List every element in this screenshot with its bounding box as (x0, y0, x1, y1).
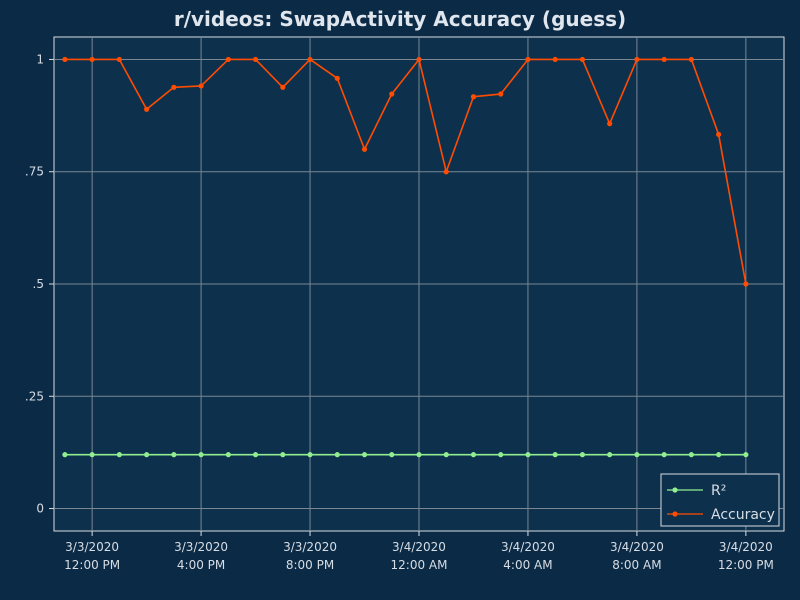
data-point-accuracy (62, 56, 68, 63)
data-point-r2 (144, 452, 150, 458)
y-tick-label: 0 (36, 502, 44, 516)
x-tick-date: 3/4/2020 (610, 540, 664, 554)
data-point-r2 (443, 452, 449, 458)
data-point-r2 (552, 452, 558, 458)
y-tick-label: 1 (36, 52, 44, 66)
data-point-r2 (634, 452, 640, 458)
data-point-accuracy (361, 146, 368, 152)
data-point-accuracy (743, 281, 749, 287)
data-point-accuracy (280, 84, 286, 90)
data-point-r2 (579, 452, 586, 458)
x-tick-time: 8:00 AM (612, 558, 661, 572)
grid (54, 37, 784, 531)
data-point-r2 (470, 452, 477, 458)
x-tick-time: 12:00 AM (391, 558, 448, 572)
data-point-r2 (716, 452, 722, 458)
data-point-r2 (252, 452, 259, 458)
data-point-r2 (498, 452, 504, 458)
data-point-r2 (525, 452, 531, 458)
data-point-accuracy (252, 56, 259, 63)
data-point-accuracy (498, 91, 504, 97)
data-point-r2 (198, 452, 204, 458)
data-point-accuracy (198, 83, 204, 89)
data-point-accuracy (525, 56, 531, 63)
legend-box (660, 473, 780, 527)
data-point-accuracy (171, 84, 177, 90)
data-point-r2 (280, 452, 286, 458)
data-point-accuracy (552, 56, 558, 63)
series-line-accuracy (64, 58, 747, 285)
data-point-accuracy (144, 106, 150, 112)
data-point-r2 (416, 452, 422, 458)
data-point-accuracy (579, 56, 586, 63)
data-point-r2 (661, 452, 667, 458)
data-point-accuracy (661, 56, 667, 63)
series (62, 56, 749, 458)
data-point-r2 (62, 452, 68, 458)
data-point-r2 (225, 452, 231, 458)
data-point-r2 (607, 452, 613, 458)
data-point-accuracy (225, 56, 231, 63)
x-tick-time: 4:00 PM (177, 558, 225, 572)
data-point-r2 (116, 452, 122, 458)
data-point-accuracy (716, 131, 722, 138)
data-point-accuracy (634, 56, 640, 63)
data-point-accuracy (470, 94, 477, 100)
data-point-r2 (688, 452, 694, 458)
axes: 0 .25 .5 .75 1 3/3/2020 12:00 PM 3/3/2020 4:00 P… (25, 52, 774, 572)
data-point-r2 (361, 452, 368, 458)
x-tick-date: 3/3/2020 (283, 540, 337, 554)
data-point-accuracy (389, 91, 395, 97)
legend-label-r2: R² (711, 483, 726, 499)
data-point-r2 (389, 452, 395, 458)
data-point-accuracy (334, 75, 340, 81)
data-point-accuracy (443, 169, 449, 175)
legend-marker-accuracy (672, 511, 678, 517)
data-point-r2 (334, 452, 340, 458)
data-point-r2 (743, 452, 749, 458)
x-tick-date: 3/4/2020 (501, 540, 555, 554)
data-point-accuracy (688, 56, 694, 63)
data-point-accuracy (307, 56, 313, 63)
data-point-accuracy (116, 56, 122, 63)
legend-label-accuracy: Accuracy (711, 507, 775, 523)
data-point-r2 (171, 452, 177, 458)
data-point-r2 (307, 452, 313, 458)
legend-marker-r2 (672, 487, 678, 493)
x-tick-time: 12:00 PM (718, 558, 774, 572)
data-point-accuracy (416, 56, 422, 63)
legend: R² Accuracy (660, 473, 780, 527)
data-point-r2 (89, 452, 95, 458)
data-point-accuracy (607, 121, 613, 127)
data-point-accuracy (89, 56, 95, 63)
y-tick-label: .75 (25, 165, 44, 179)
x-tick-time: 4:00 AM (503, 558, 552, 572)
y-tick-label: .25 (25, 389, 44, 403)
chart-title: r/videos: SwapActivity Accuracy (guess) (174, 7, 626, 31)
x-tick-date: 3/4/2020 (392, 540, 446, 554)
x-tick-date: 3/3/2020 (174, 540, 228, 554)
x-tick-time: 8:00 PM (286, 558, 334, 572)
x-tick-time: 12:00 PM (64, 558, 120, 572)
x-tick-date: 3/4/2020 (719, 540, 773, 554)
y-tick-label: .5 (33, 277, 44, 291)
x-tick-date: 3/3/2020 (65, 540, 119, 554)
